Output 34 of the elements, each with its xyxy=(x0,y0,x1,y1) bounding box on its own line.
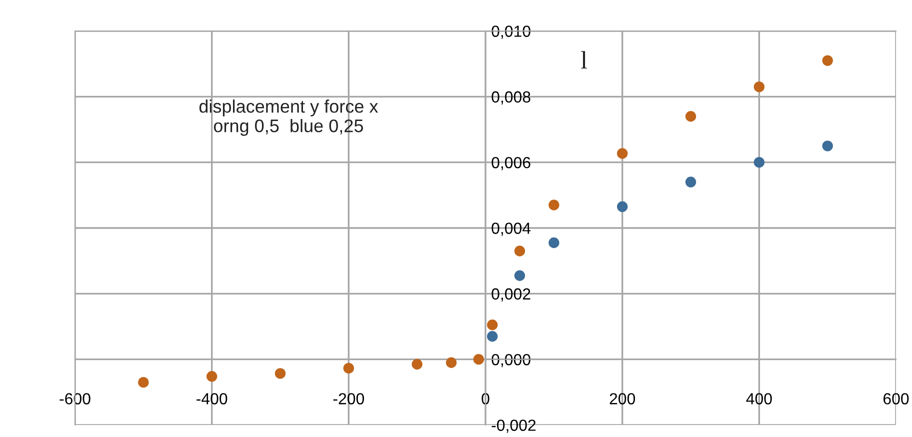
point xyxy=(548,200,560,210)
point xyxy=(446,357,457,368)
point xyxy=(206,371,218,382)
point xyxy=(616,201,628,212)
point xyxy=(616,148,628,159)
y-tick-label: 0,000 xyxy=(492,354,530,368)
x-tick-label: 200 xyxy=(610,393,636,404)
point xyxy=(685,111,696,122)
x-tick-label: -400 xyxy=(196,393,228,404)
point xyxy=(138,376,149,388)
x-tick-label: 400 xyxy=(746,393,772,404)
y-tick-label: 0,004 xyxy=(492,222,531,236)
point xyxy=(514,270,526,281)
point xyxy=(486,320,498,330)
point xyxy=(822,55,833,66)
point xyxy=(822,140,833,152)
annotation: displacement y force x orng 0,5 blue 0,25 xyxy=(199,100,378,136)
point xyxy=(343,362,354,374)
point xyxy=(473,354,484,365)
y-tick-label: 0,006 xyxy=(492,156,530,170)
annotation: l xyxy=(581,51,587,69)
point xyxy=(514,246,526,256)
x-tick-label: -200 xyxy=(333,393,364,404)
y-tick-label: -0,002 xyxy=(492,420,536,433)
point xyxy=(412,358,422,370)
y-tick-label: 0,008 xyxy=(492,91,530,104)
point xyxy=(274,368,286,379)
point xyxy=(548,237,560,248)
point xyxy=(685,176,696,188)
point xyxy=(754,81,765,92)
point xyxy=(754,156,765,168)
point xyxy=(486,330,498,342)
y-tick-label: 0,002 xyxy=(492,288,530,302)
x-tick-label: 600 xyxy=(883,393,909,404)
